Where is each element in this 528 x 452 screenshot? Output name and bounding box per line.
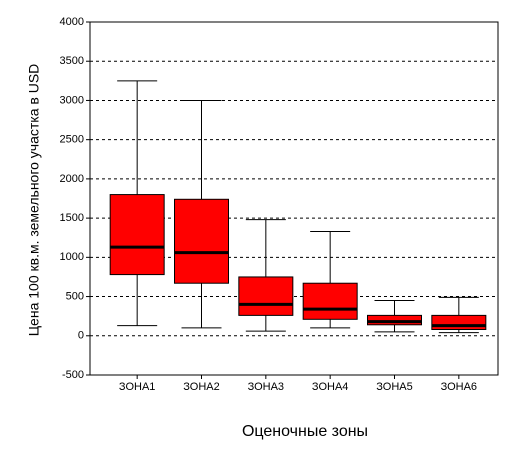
- box: [302, 282, 358, 320]
- y-tick-label: 4000: [60, 16, 84, 28]
- y-axis-label: Цена 100 кв.м. земельного участка в USD: [26, 64, 42, 337]
- x-axis-label: Оценочные зоны: [242, 423, 368, 440]
- y-tick-label: -500: [62, 369, 84, 381]
- y-tick-label: 500: [66, 290, 84, 302]
- box: [238, 276, 294, 316]
- box: [367, 314, 422, 326]
- y-tick-label: 3000: [60, 94, 84, 106]
- x-tick-label: ЗОНА2: [183, 381, 219, 393]
- x-tick-label: ЗОНА4: [312, 381, 348, 393]
- y-tick-label: 3500: [60, 55, 84, 67]
- box: [174, 198, 229, 284]
- x-tick-label: ЗОНА6: [441, 381, 477, 393]
- box: [109, 194, 165, 276]
- box: [431, 314, 487, 331]
- y-tick-label: 1000: [60, 251, 84, 263]
- plot-frame: [89, 21, 499, 376]
- y-tick-label: 0: [78, 330, 84, 342]
- y-tick-label: 2500: [60, 134, 84, 146]
- y-tick-label: 2000: [60, 173, 84, 185]
- x-tick-label: ЗОНА5: [376, 381, 412, 393]
- y-tick-label: 1500: [60, 212, 84, 224]
- x-tick-label: ЗОНА3: [248, 381, 284, 393]
- x-tick-label: ЗОНА1: [119, 381, 155, 393]
